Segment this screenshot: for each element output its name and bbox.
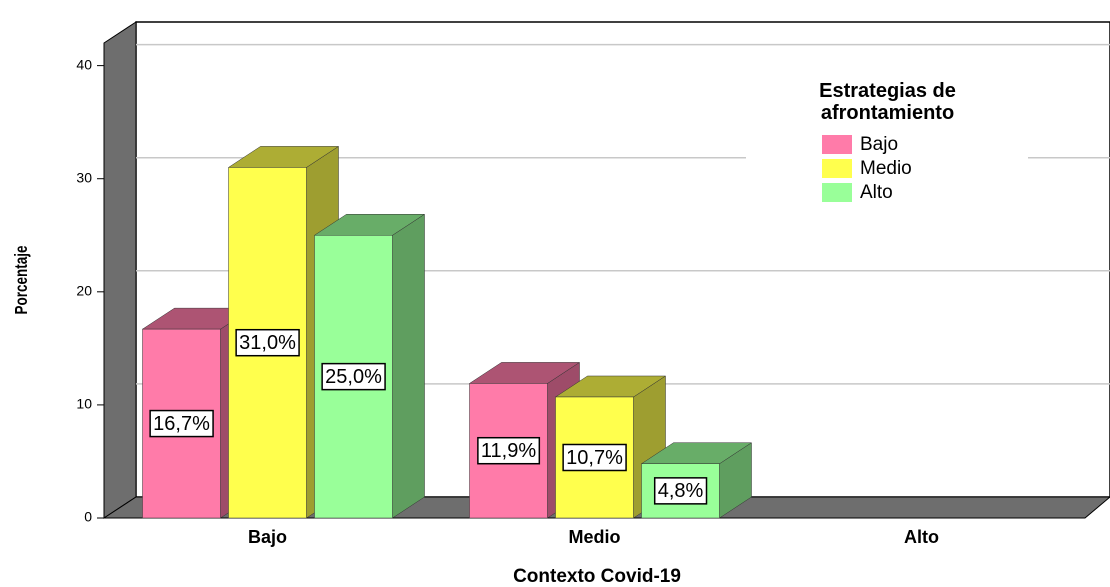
data-label: 11,9%: [477, 436, 541, 465]
data-label-text: 16,7%: [153, 413, 210, 435]
y-tick-label: 30: [76, 169, 92, 185]
data-label-text: 10,7%: [566, 447, 623, 469]
x-tick-label: Medio: [569, 527, 621, 547]
data-label-box: [562, 443, 627, 472]
x-axis-title: Contexto Covid-19: [513, 566, 681, 587]
data-label-text: 4,8%: [658, 480, 704, 502]
y-tick-label: 0: [84, 509, 92, 525]
data-label-text: 31,0%: [239, 332, 296, 354]
legend-swatch: [822, 159, 852, 178]
legend-label: Medio: [860, 158, 912, 179]
x-tick-label: Bajo: [248, 527, 287, 547]
data-label-box: [149, 409, 214, 438]
legend-title: Estrategias de afrontamiento: [819, 80, 956, 124]
data-label-text: 11,9%: [481, 440, 536, 462]
y-tick-label: 10: [76, 396, 92, 412]
x-tick-label: Alto: [904, 527, 939, 547]
y-tick-label: 40: [76, 56, 92, 72]
data-label: 4,8%: [653, 477, 708, 505]
data-label-box: [477, 436, 541, 465]
legend-label: Alto: [860, 182, 893, 203]
legend-swatch: [822, 135, 852, 154]
data-label-box: [653, 477, 708, 505]
y-tick-label: 20: [76, 283, 92, 299]
legend-label: Bajo: [860, 134, 898, 155]
left-wall: [103, 21, 137, 519]
legend-box: [746, 78, 1028, 210]
data-label: 16,7%: [149, 409, 214, 438]
data-label-box: [321, 362, 386, 391]
data-label-text: 25,0%: [325, 366, 382, 388]
data-label-box: [235, 328, 300, 357]
data-label: 31,0%: [235, 328, 300, 357]
y-axis-title: Porcentaje: [12, 245, 31, 314]
bar-side: [392, 213, 425, 519]
legend-swatch: [822, 183, 852, 202]
data-label: 25,0%: [321, 362, 386, 391]
data-label: 10,7%: [562, 443, 627, 472]
